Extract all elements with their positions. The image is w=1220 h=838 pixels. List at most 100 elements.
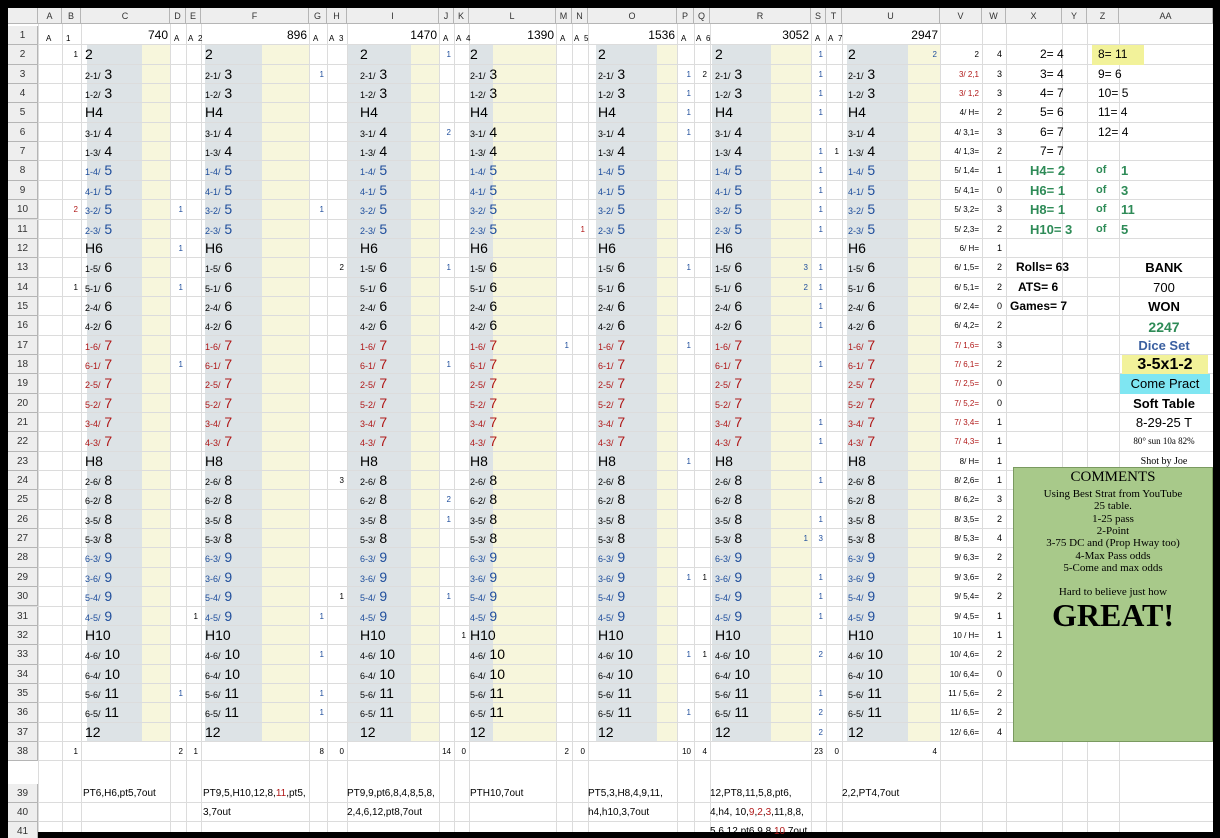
row-header-17[interactable]: 17 xyxy=(8,335,38,355)
column-header-q[interactable]: Q xyxy=(694,8,710,24)
row-header-26[interactable]: 26 xyxy=(8,509,38,530)
column-header-r[interactable]: R xyxy=(710,8,811,24)
row-header-33[interactable]: 33 xyxy=(8,645,38,665)
roll-total: 10 xyxy=(100,665,120,682)
column-header-g[interactable]: G xyxy=(309,8,327,24)
row-header-36[interactable]: 36 xyxy=(8,703,38,723)
count-cell: 8 xyxy=(319,746,324,756)
column-header-c[interactable]: C xyxy=(81,8,170,24)
row-header-41[interactable]: 41 xyxy=(8,822,38,838)
gridline-horizontal xyxy=(8,547,1213,549)
column-header-z[interactable]: Z xyxy=(1087,8,1119,24)
row-header-7[interactable]: 7 xyxy=(8,142,38,162)
roll-combo: 6-2/ xyxy=(715,496,731,507)
column-header-a[interactable]: A xyxy=(38,8,62,24)
roll-label: 5-1/ 6 xyxy=(205,278,232,297)
roll-combo: 5-2/ xyxy=(715,399,731,410)
column-header-l[interactable]: L xyxy=(469,8,556,24)
gridline-vertical xyxy=(186,8,187,832)
column-header-u[interactable]: U xyxy=(842,8,940,24)
row-header-32[interactable]: 32 xyxy=(8,625,38,646)
row-header-13[interactable]: 13 xyxy=(8,258,38,278)
row-header-37[interactable]: 37 xyxy=(8,722,38,742)
roll-label: 6-5/ 11 xyxy=(848,703,882,722)
row-header-25[interactable]: 25 xyxy=(8,490,38,510)
row-header-35[interactable]: 35 xyxy=(8,683,38,704)
column-header-k[interactable]: K xyxy=(454,8,469,24)
column-header-m[interactable]: M xyxy=(556,8,572,24)
column-header-y[interactable]: Y xyxy=(1062,8,1087,24)
row-header-20[interactable]: 20 xyxy=(8,393,38,413)
row-header-28[interactable]: 28 xyxy=(8,548,38,568)
roll-label: 12 xyxy=(470,723,486,740)
row-header-31[interactable]: 31 xyxy=(8,606,38,626)
column-header-x[interactable]: X xyxy=(1006,8,1062,24)
row-header-39[interactable]: 39 xyxy=(8,784,38,803)
game-number: 1 xyxy=(66,34,71,43)
column-header-t[interactable]: T xyxy=(826,8,842,24)
column-header-s[interactable]: S xyxy=(811,8,826,24)
column-header-i[interactable]: I xyxy=(347,8,439,24)
column-header-h[interactable]: H xyxy=(327,8,347,24)
roll-total: 8 xyxy=(485,472,498,489)
roll-combo: 1-5/ xyxy=(598,264,614,275)
row-header-3[interactable]: 3 xyxy=(8,64,38,85)
roll-combo: 6-1/ xyxy=(848,360,864,371)
row-header-12[interactable]: 12 xyxy=(8,238,38,259)
gridline-horizontal xyxy=(8,315,1213,317)
row-header-23[interactable]: 23 xyxy=(8,451,38,472)
row-header-24[interactable]: 24 xyxy=(8,471,38,491)
row-header-8[interactable]: 8 xyxy=(8,161,38,181)
row-header-15[interactable]: 15 xyxy=(8,296,38,317)
row-header-10[interactable]: 10 xyxy=(8,200,38,220)
row-header-5[interactable]: 5 xyxy=(8,103,38,123)
row-header-6[interactable]: 6 xyxy=(8,122,38,143)
row-header-22[interactable]: 22 xyxy=(8,432,38,452)
column-header-e[interactable]: E xyxy=(186,8,201,24)
roll-combo: 2-5/ xyxy=(85,380,101,391)
roll-label: 5-2/ 7 xyxy=(470,394,497,413)
count-cell: 1 xyxy=(686,708,691,718)
roll-total: 7 xyxy=(375,355,388,372)
roll-label: 3-4/ 7 xyxy=(470,413,497,432)
row-header-9[interactable]: 9 xyxy=(8,180,38,201)
column-header-j[interactable]: J xyxy=(439,8,454,24)
count-cell: 1 xyxy=(818,688,823,698)
roll-total: 4 xyxy=(730,143,743,160)
roll-label: 1-2/ 3 xyxy=(598,84,625,103)
column-header-b[interactable]: B xyxy=(62,8,81,24)
roll-combo: 3-1/ xyxy=(715,128,731,139)
column-header-o[interactable]: O xyxy=(588,8,677,24)
row-header-4[interactable]: 4 xyxy=(8,84,38,104)
row-header-19[interactable]: 19 xyxy=(8,374,38,394)
column-header-p[interactable]: P xyxy=(677,8,694,24)
row-header-40[interactable]: 40 xyxy=(8,803,38,822)
row-header-34[interactable]: 34 xyxy=(8,664,38,684)
row-header-29[interactable]: 29 xyxy=(8,567,38,588)
roll-combo: 2-6/ xyxy=(205,477,221,488)
column-header-v[interactable]: V xyxy=(940,8,982,24)
select-all-corner[interactable] xyxy=(8,8,38,24)
row-header-11[interactable]: 11 xyxy=(8,219,38,239)
roll-label: 2-5/ 7 xyxy=(85,374,112,393)
combo-stat-label: 9/ 5,4= xyxy=(954,592,979,602)
row-header-21[interactable]: 21 xyxy=(8,413,38,433)
column-header-w[interactable]: W xyxy=(982,8,1006,24)
column-header-n[interactable]: N xyxy=(572,8,588,24)
row-header-14[interactable]: 14 xyxy=(8,277,38,297)
row-header-1[interactable]: 1 xyxy=(8,26,38,46)
row-header-16[interactable]: 16 xyxy=(8,316,38,336)
row-header-27[interactable]: 27 xyxy=(8,529,38,549)
roll-combo: 4-6/ xyxy=(85,651,101,662)
row-header-2[interactable]: 2 xyxy=(8,45,38,65)
row-header-38[interactable]: 38 xyxy=(8,741,38,761)
roll-combo: 3-2/ xyxy=(85,206,101,217)
column-header-d[interactable]: D xyxy=(170,8,186,24)
roll-combo: 2-1/ xyxy=(85,70,101,81)
row-header-18[interactable]: 18 xyxy=(8,354,38,375)
column-header-aa[interactable]: AA xyxy=(1119,8,1213,24)
column-header-f[interactable]: F xyxy=(201,8,309,24)
row-header-30[interactable]: 30 xyxy=(8,587,38,607)
roll-label: H6 xyxy=(470,239,488,256)
gridline-horizontal xyxy=(8,821,1213,822)
